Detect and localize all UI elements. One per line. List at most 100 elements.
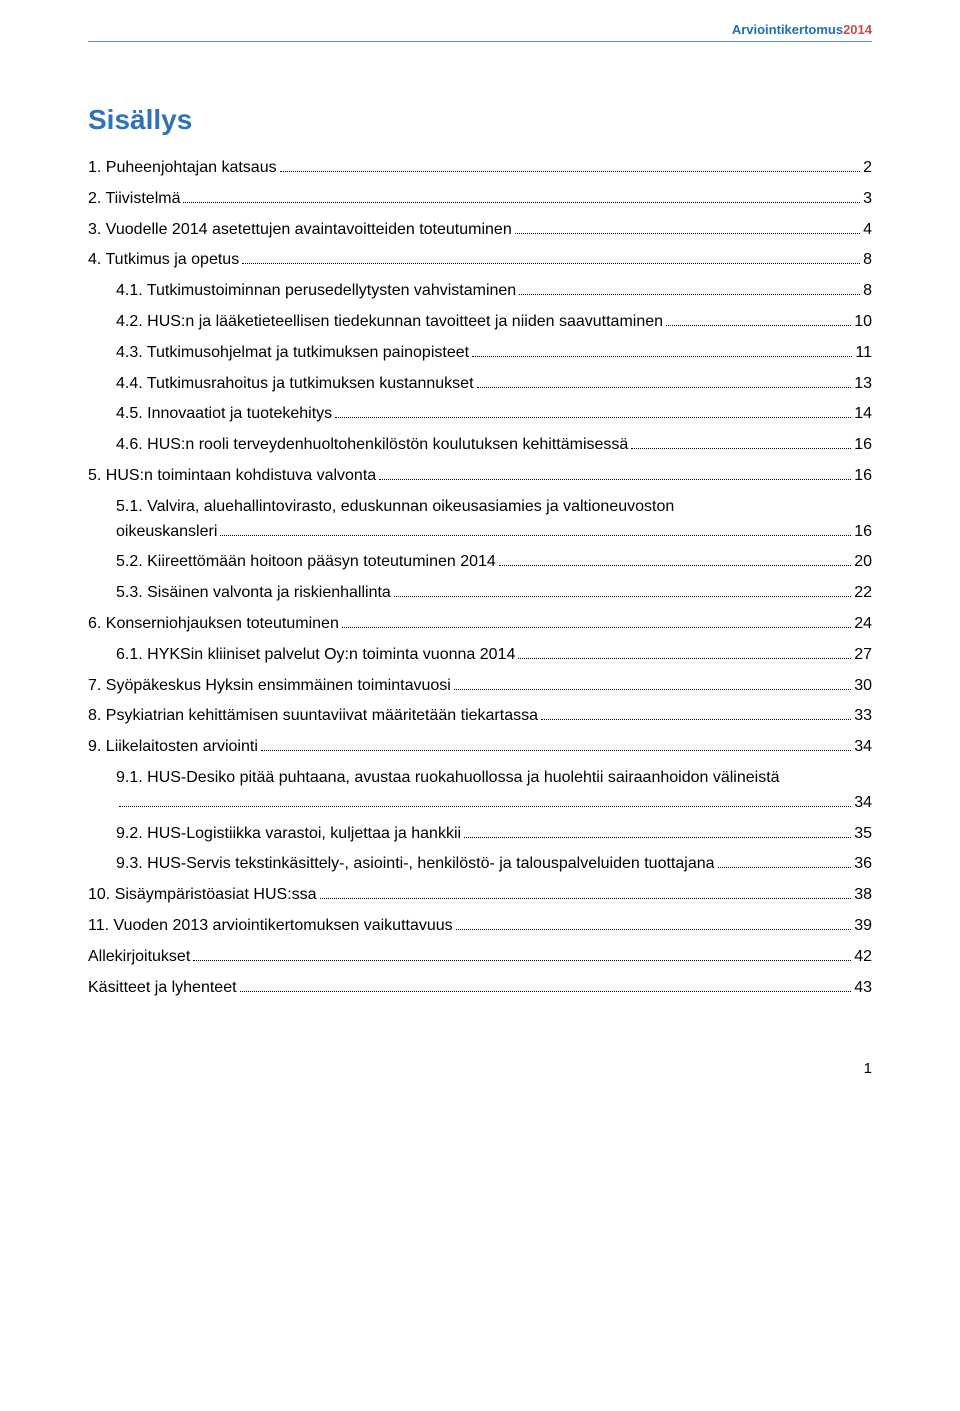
toc-page: 27 bbox=[854, 643, 872, 668]
toc-leader-dots bbox=[261, 750, 851, 751]
toc-label: 5. HUS:n toimintaan kohdistuva valvonta bbox=[88, 464, 376, 489]
toc-page: 10 bbox=[854, 310, 872, 335]
toc-leader-dots bbox=[379, 479, 851, 480]
toc-label: 4. Tutkimus ja opetus bbox=[88, 248, 239, 273]
toc-entry: 4.3. Tutkimusohjelmat ja tutkimuksen pai… bbox=[88, 341, 872, 366]
toc-leader-dots bbox=[464, 837, 851, 838]
toc-leader-dots bbox=[718, 867, 852, 868]
toc-label: 6. Konserniohjauksen toteutuminen bbox=[88, 612, 339, 637]
toc-page: 8 bbox=[863, 279, 872, 304]
toc-leader-dots bbox=[335, 417, 851, 418]
toc-entry: 5. HUS:n toimintaan kohdistuva valvonta 1… bbox=[88, 464, 872, 489]
toc-entry: 4.1. Tutkimustoiminnan perusedellytysten… bbox=[88, 279, 872, 304]
toc-leader-dots bbox=[519, 294, 860, 295]
toc-page: 2 bbox=[863, 156, 872, 181]
toc-entry: 5.2. Kiireettömään hoitoon pääsyn toteut… bbox=[88, 550, 872, 575]
toc-page: 34 bbox=[854, 735, 872, 760]
toc-leader-dots bbox=[342, 627, 851, 628]
toc-page: 24 bbox=[854, 612, 872, 637]
toc-leader-dots bbox=[454, 689, 851, 690]
toc-page: 22 bbox=[854, 581, 872, 606]
toc-leader-dots bbox=[541, 719, 851, 720]
toc-leader-dots bbox=[477, 387, 852, 388]
toc-entry-continuation: oikeuskansleri 16 bbox=[88, 520, 872, 545]
toc-page: 4 bbox=[863, 218, 872, 243]
toc-leader-dots bbox=[472, 356, 852, 357]
toc-entry: 4.2. HUS:n ja lääketieteellisen tiedekun… bbox=[88, 310, 872, 335]
toc-label: 11. Vuoden 2013 arviointikertomuksen vai… bbox=[88, 914, 453, 939]
toc-label: 4.2. HUS:n ja lääketieteellisen tiedekun… bbox=[116, 310, 663, 335]
header-title-1: Arviointikertomus bbox=[732, 22, 843, 37]
toc-entry: 4. Tutkimus ja opetus 8 bbox=[88, 248, 872, 273]
toc-leader-dots bbox=[220, 535, 851, 536]
toc-label: oikeuskansleri bbox=[116, 520, 217, 545]
toc-page: 16 bbox=[854, 433, 872, 458]
toc-leader-dots bbox=[631, 448, 851, 449]
toc-leader-dots bbox=[394, 596, 851, 597]
toc-label: 4.5. Innovaatiot ja tuotekehitys bbox=[116, 402, 332, 427]
toc-label: 3. Vuodelle 2014 asetettujen avaintavoit… bbox=[88, 218, 512, 243]
toc-entry: 4.4. Tutkimusrahoitus ja tutkimuksen kus… bbox=[88, 372, 872, 397]
toc-leader-dots bbox=[183, 202, 860, 203]
toc-entry: 7. Syöpäkeskus Hyksin ensimmäinen toimin… bbox=[88, 674, 872, 699]
toc-label: 7. Syöpäkeskus Hyksin ensimmäinen toimin… bbox=[88, 674, 451, 699]
toc-page: 34 bbox=[854, 791, 872, 816]
toc-entry: 9.2. HUS-Logistiikka varastoi, kuljettaa… bbox=[88, 822, 872, 847]
toc-leader-dots bbox=[242, 263, 860, 264]
toc-entry: 5.3. Sisäinen valvonta ja riskienhallint… bbox=[88, 581, 872, 606]
toc-entry: 3. Vuodelle 2014 asetettujen avaintavoit… bbox=[88, 218, 872, 243]
toc-leader-dots bbox=[456, 929, 852, 930]
toc-entry: 5.1. Valvira, aluehallintovirasto, edusk… bbox=[88, 495, 872, 520]
page-title: Sisällys bbox=[88, 104, 872, 136]
page-number: 1 bbox=[88, 1060, 872, 1077]
toc-leader-dots bbox=[193, 960, 851, 961]
toc-entry: 11. Vuoden 2013 arviointikertomuksen vai… bbox=[88, 914, 872, 939]
toc-leader-dots bbox=[119, 806, 851, 807]
toc-page: 42 bbox=[854, 945, 872, 970]
toc-entry: 9.1. HUS-Desiko pitää puhtaana, avustaa … bbox=[88, 766, 872, 791]
toc-label: 9. Liikelaitosten arviointi bbox=[88, 735, 258, 760]
toc-page: 13 bbox=[854, 372, 872, 397]
toc-label: 4.6. HUS:n rooli terveydenhuoltohenkilös… bbox=[116, 433, 628, 458]
toc-entry: 6. Konserniohjauksen toteutuminen 24 bbox=[88, 612, 872, 637]
toc-page: 33 bbox=[854, 704, 872, 729]
toc-page: 8 bbox=[863, 248, 872, 273]
toc-entry: 6.1. HYKSin kliiniset palvelut Oy:n toim… bbox=[88, 643, 872, 668]
toc-leader-dots bbox=[240, 991, 852, 992]
toc-page: 35 bbox=[854, 822, 872, 847]
toc-label: 5.1. Valvira, aluehallintovirasto, edusk… bbox=[116, 495, 674, 520]
toc-page: 39 bbox=[854, 914, 872, 939]
toc-label: 4.3. Tutkimusohjelmat ja tutkimuksen pai… bbox=[116, 341, 469, 366]
toc-entry: 2. Tiivistelmä 3 bbox=[88, 187, 872, 212]
toc-label: 9.1. HUS-Desiko pitää puhtaana, avustaa … bbox=[116, 766, 780, 791]
toc-label: 2. Tiivistelmä bbox=[88, 187, 180, 212]
toc-entry: 8. Psykiatrian kehittämisen suuntaviivat… bbox=[88, 704, 872, 729]
header-title-2: 2014 bbox=[843, 22, 872, 37]
toc-label: 9.2. HUS-Logistiikka varastoi, kuljettaa… bbox=[116, 822, 461, 847]
toc-leader-dots bbox=[280, 171, 861, 172]
toc-entry: Käsitteet ja lyhenteet 43 bbox=[88, 976, 872, 1001]
toc-label: Käsitteet ja lyhenteet bbox=[88, 976, 237, 1001]
toc-leader-dots bbox=[515, 233, 860, 234]
toc-label: 4.1. Tutkimustoiminnan perusedellytysten… bbox=[116, 279, 516, 304]
toc-page: 36 bbox=[854, 852, 872, 877]
toc-label: 1. Puheenjohtajan katsaus bbox=[88, 156, 277, 181]
toc-leader-dots bbox=[499, 565, 851, 566]
toc-leader-dots bbox=[320, 898, 852, 899]
toc-leader-dots bbox=[518, 658, 851, 659]
toc-entry: 9.3. HUS-Servis tekstinkäsittely-, asioi… bbox=[88, 852, 872, 877]
toc-page: 3 bbox=[863, 187, 872, 212]
toc-leader-dots bbox=[666, 325, 851, 326]
toc-page: 16 bbox=[854, 464, 872, 489]
toc-label: 10. Sisäympäristöasiat HUS:ssa bbox=[88, 883, 317, 908]
toc-page: 43 bbox=[854, 976, 872, 1001]
toc-entry: Allekirjoitukset42 bbox=[88, 945, 872, 970]
toc-label: 6.1. HYKSin kliiniset palvelut Oy:n toim… bbox=[116, 643, 515, 668]
toc-entry: 1. Puheenjohtajan katsaus 2 bbox=[88, 156, 872, 181]
toc-label: 5.3. Sisäinen valvonta ja riskienhallint… bbox=[116, 581, 391, 606]
toc-entry: 4.6. HUS:n rooli terveydenhuoltohenkilös… bbox=[88, 433, 872, 458]
toc-page: 20 bbox=[854, 550, 872, 575]
toc-page: 16 bbox=[854, 520, 872, 545]
toc-label: 9.3. HUS-Servis tekstinkäsittely-, asioi… bbox=[116, 852, 715, 877]
toc-label: 5.2. Kiireettömään hoitoon pääsyn toteut… bbox=[116, 550, 496, 575]
